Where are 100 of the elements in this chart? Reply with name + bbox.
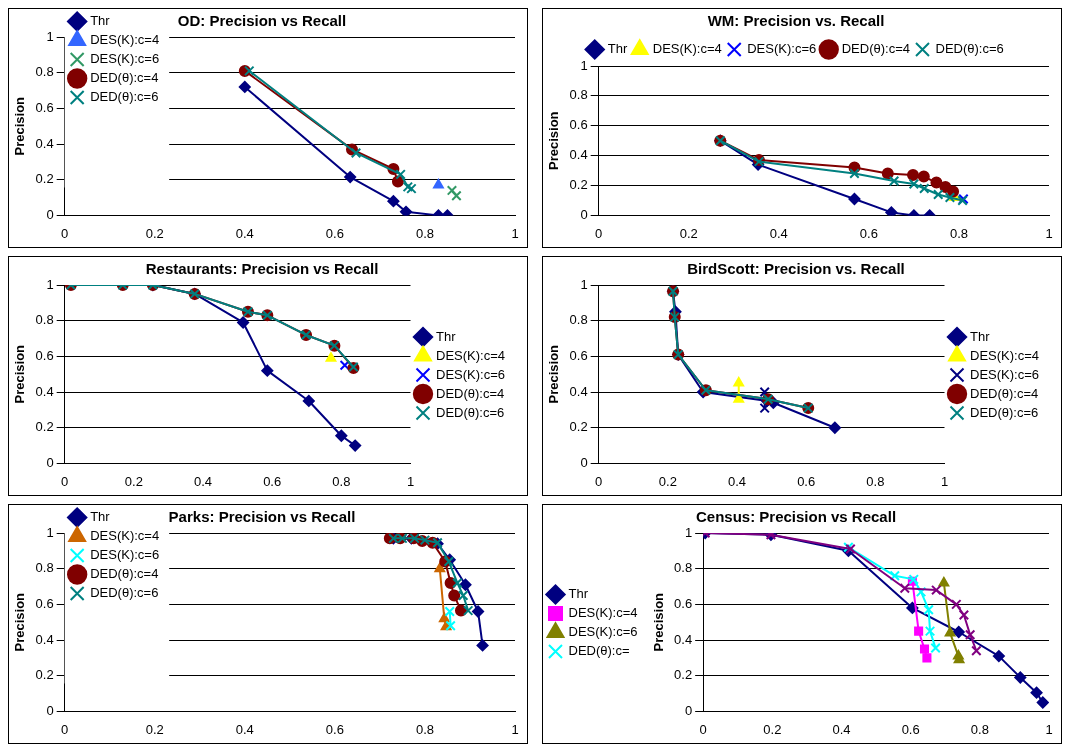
legend-label: DES(K):c=4	[652, 41, 722, 57]
x-tick-label: 1	[511, 225, 519, 241]
legend-label: DES(K):c=4	[970, 347, 1040, 363]
x-tick-label: 0.8	[949, 225, 968, 241]
x-tick-label: 1	[406, 473, 415, 489]
legend-label: DES(K):c=6	[90, 547, 160, 563]
chart-title: Restaurants: Precision vs Recall	[145, 260, 379, 278]
x-tick-label: 0.8	[415, 721, 434, 737]
y-tick-label: 0.4	[674, 631, 693, 647]
y-tick-label: 0.6	[569, 117, 588, 133]
legend-label: DES(K):c=4	[90, 528, 160, 544]
x-tick-label: 1	[1045, 225, 1053, 241]
x-tick-label: 0.4	[769, 225, 788, 241]
legend-label: DED(θ):c=6	[90, 89, 159, 105]
x-tick-label: 1	[511, 721, 519, 737]
y-tick-label: 1	[580, 276, 588, 292]
y-tick-label: 0	[46, 454, 54, 470]
legend-label: DED(θ):c=6	[90, 585, 159, 601]
x-tick-label: 0	[595, 473, 603, 489]
y-axis-title: Precision	[12, 592, 28, 652]
legend-label: DES(K):c=6	[90, 51, 160, 67]
y-tick-label: 0	[580, 454, 588, 470]
legend-label: DES(K):c=4	[90, 32, 160, 48]
legend-label: DED(θ):c=4	[90, 566, 159, 582]
x-tick-label: 0.6	[325, 225, 344, 241]
y-tick-label: 0.6	[35, 347, 54, 363]
legend-label: DES(K):c=4	[436, 347, 506, 363]
chart-title: Census: Precision vs Recall	[695, 508, 897, 526]
legend-label: DED(θ):c=6	[935, 41, 1004, 57]
legend-label: DED(θ):c=4	[90, 70, 159, 86]
x-tick-label: 0.6	[901, 721, 920, 737]
x-tick-label: 0.8	[866, 473, 885, 489]
y-tick-label: 0.4	[35, 135, 54, 151]
y-tick-label: 1	[46, 524, 54, 540]
x-tick-label: 0	[61, 721, 69, 737]
legend-label: Thr	[90, 13, 111, 29]
x-tick-label: 0.8	[415, 225, 434, 241]
y-tick-label: 0	[684, 702, 693, 718]
x-tick-label: 0	[595, 225, 603, 241]
y-tick-label: 0.2	[674, 667, 693, 683]
y-tick-label: 0.2	[569, 419, 588, 435]
y-tick-label: 0.8	[674, 560, 693, 576]
legend-label: Thr	[970, 328, 991, 344]
x-tick-label: 0	[61, 225, 69, 241]
y-tick-label: 1	[46, 28, 54, 44]
y-tick-label: 0.2	[35, 667, 54, 683]
x-tick-label: 0.4	[193, 473, 213, 489]
legend-label: DES(K):c=6	[747, 41, 817, 57]
x-tick-label: 0.6	[859, 225, 878, 241]
legend-label: DES(K):c=6	[436, 366, 506, 382]
x-tick-label: 0.2	[124, 473, 143, 489]
y-tick-label: 1	[46, 276, 54, 292]
legend-label: DED(θ):c=4	[436, 385, 505, 401]
legend-label: DED(θ):c=4	[970, 385, 1039, 401]
y-axis-title: Precision	[546, 111, 562, 170]
y-tick-label: 0	[46, 702, 54, 718]
x-tick-label: 0.2	[145, 721, 164, 737]
x-tick-label: 0.4	[832, 721, 851, 737]
legend-label: DES(K):c=6	[568, 624, 638, 640]
x-tick-label: 1	[1045, 721, 1053, 737]
y-tick-label: 0	[46, 206, 54, 222]
y-axis-title: Precision	[650, 592, 666, 652]
y-axis-title: Precision	[12, 344, 28, 404]
y-tick-label: 0	[580, 206, 588, 222]
y-tick-label: 0.4	[569, 383, 588, 399]
y-tick-label: 0.4	[569, 147, 588, 163]
x-tick-label: 0.4	[235, 721, 254, 737]
x-tick-label: 0.8	[970, 721, 989, 737]
x-tick-label: 0.4	[727, 473, 747, 489]
legend-label: DED(θ):c=4	[841, 41, 910, 57]
x-tick-label: 0.8	[332, 473, 351, 489]
x-tick-label: 0.2	[145, 225, 164, 241]
legend-label: DED(θ):c=6	[970, 404, 1039, 420]
y-tick-label: 0.6	[35, 99, 54, 115]
y-tick-label: 0.8	[569, 87, 588, 103]
y-tick-label: 0.2	[569, 177, 588, 193]
y-tick-label: 0.6	[569, 347, 588, 363]
x-tick-label: 0	[699, 721, 707, 737]
y-tick-label: 0.2	[35, 419, 54, 435]
y-tick-label: 0.8	[35, 312, 54, 328]
y-tick-label: 0.4	[35, 631, 54, 647]
y-tick-label: 0.2	[35, 171, 54, 187]
y-tick-label: 0.6	[674, 595, 693, 611]
y-tick-label: 1	[684, 524, 693, 540]
y-tick-label: 0.6	[35, 595, 54, 611]
x-tick-label: 0	[61, 473, 69, 489]
chart-title: WM: Precision vs. Recall	[707, 12, 885, 30]
legend-label: Thr	[607, 41, 628, 57]
chart-title: OD: Precision vs Recall	[177, 12, 347, 30]
legend-label: DES(K):c=6	[970, 366, 1040, 382]
legend-label: DED(θ):c=	[568, 643, 630, 659]
x-tick-label: 1	[940, 473, 949, 489]
y-axis-title: Precision	[546, 344, 562, 404]
y-axis-title: Precision	[12, 96, 28, 156]
legend-label: DES(K):c=4	[568, 605, 638, 621]
y-tick-label: 1	[580, 57, 588, 73]
legend-label: Thr	[90, 509, 111, 525]
x-tick-label: 0.6	[263, 473, 282, 489]
x-tick-label: 0.6	[797, 473, 816, 489]
x-tick-label: 0.2	[763, 721, 782, 737]
